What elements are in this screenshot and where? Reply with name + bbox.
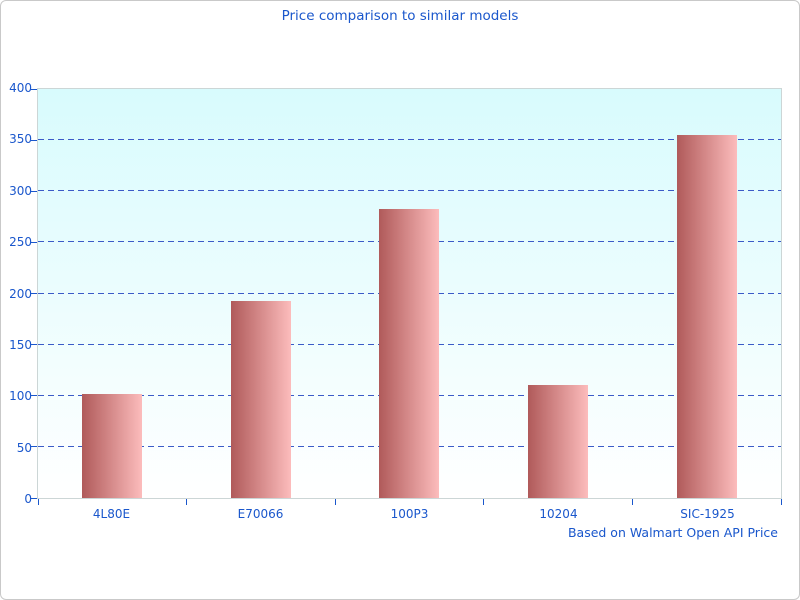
bar-cell-100P3 (335, 89, 484, 498)
x-label-10204: 10204 (539, 507, 578, 521)
y-tick-label-100: 100 (9, 389, 32, 404)
y-tick-200 (31, 293, 37, 294)
bar-100P3 (379, 208, 440, 498)
y-tick-label-150: 150 (9, 337, 32, 352)
y-tick-label-400: 400 (9, 81, 32, 95)
y-axis: 0 50 100 150 200 250 300 350 400 (1, 82, 32, 505)
x-boundary-tick-2 (334, 499, 336, 505)
y-tick-50 (31, 446, 37, 448)
gridline-300 (38, 190, 781, 192)
y-tick-label-50: 50 (16, 440, 32, 455)
x-boundary-tick-3 (483, 499, 485, 505)
y-tick-label-350: 350 (9, 132, 32, 147)
bar-cell-4L80E (38, 89, 187, 498)
x-boundary-tick-4 (631, 499, 633, 505)
x-label-SIC-1925: SIC-1925 (680, 507, 735, 521)
plot-area (31, 88, 782, 505)
y-tick-400 (31, 88, 37, 90)
bar-cell-10204 (484, 89, 633, 498)
x-label-100P3: 100P3 (390, 507, 429, 521)
x-label-4L80E: 4L80E (92, 507, 131, 521)
x-boundary-tick-5 (780, 499, 782, 505)
x-axis: 4L80E E70066 100P3 10204 SIC-1925 (37, 507, 782, 523)
chart-caption: Based on Walmart Open API Price (567, 525, 778, 540)
bar-SIC-1925 (676, 135, 737, 498)
bar-cell-E70066 (187, 89, 336, 498)
bar-10204 (528, 384, 589, 498)
bar-E70066 (230, 300, 291, 498)
y-tick-250 (31, 241, 37, 243)
y-tick-label-0: 0 (24, 492, 32, 506)
bar-cell-SIC-1925 (632, 89, 781, 498)
x-boundary-tick-0 (37, 499, 39, 505)
y-tick-0 (31, 497, 37, 499)
gridline-350 (38, 139, 781, 141)
y-tick-350 (31, 139, 37, 141)
x-boundary-tick-1 (186, 499, 188, 505)
y-tick-100 (31, 395, 37, 397)
x-label-E70066: E70066 (237, 507, 284, 521)
bar-4L80E (82, 393, 143, 498)
y-tick-label-300: 300 (9, 183, 32, 198)
y-tick-150 (31, 344, 37, 346)
y-tick-label-250: 250 (9, 235, 32, 250)
y-tick-label-200: 200 (9, 286, 32, 301)
y-tick-300 (31, 190, 37, 192)
chart-title: Price comparison to similar models (281, 8, 519, 24)
